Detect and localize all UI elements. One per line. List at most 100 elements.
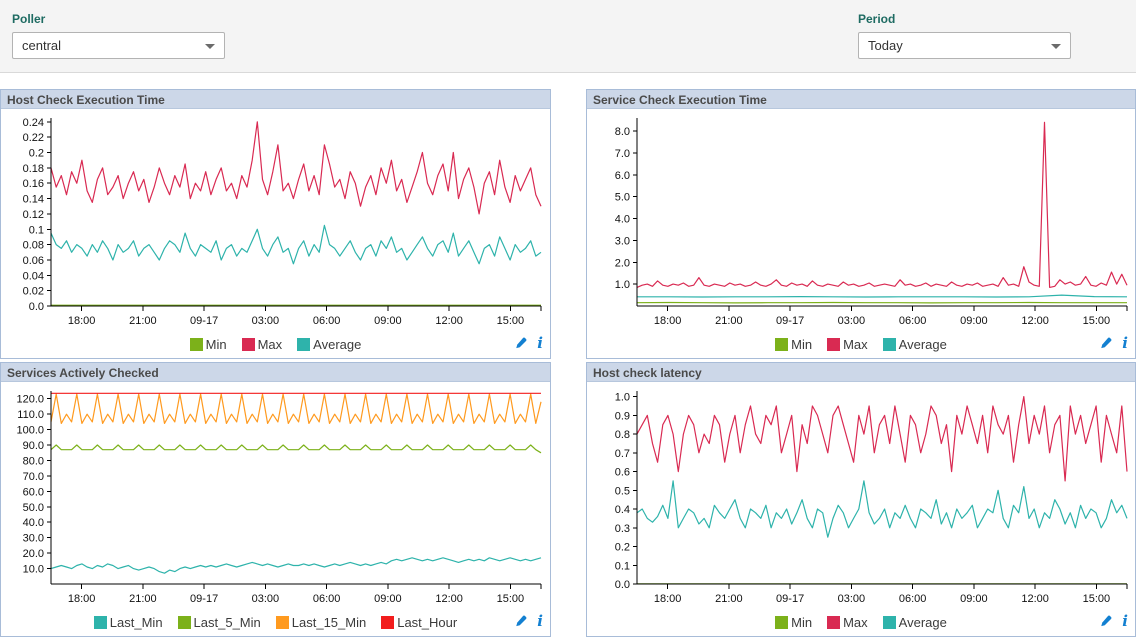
svg-text:1.0: 1.0	[615, 392, 630, 404]
svg-text:40.0: 40.0	[23, 517, 44, 529]
svg-text:0.5: 0.5	[615, 485, 630, 497]
svg-text:12:00: 12:00	[435, 593, 463, 605]
legend-label: Min	[791, 337, 813, 352]
legend-item-min[interactable]: Min	[189, 337, 227, 352]
chart-canvas[interactable]: 1.0 2.0 3.0 4.0 5.0 6.0 7.0 8.0 18:00 21:00 09-17 0…	[587, 109, 1135, 331]
legend-swatch	[93, 616, 107, 629]
svg-text:03:00: 03:00	[252, 593, 280, 605]
edit-pencil-icon[interactable]	[1099, 336, 1113, 350]
svg-text:06:00: 06:00	[899, 593, 927, 605]
svg-text:0.8: 0.8	[615, 429, 630, 441]
panel-icons: i	[1099, 612, 1128, 630]
poller-filter-group: Poller central	[12, 12, 225, 59]
chart-canvas[interactable]: 0.0 0.02 0.04 0.06 0.08 0.1 0.12 0.14 0.16 0.18 0.…	[1, 109, 549, 331]
legend-label: Max	[257, 337, 283, 352]
svg-text:10.0: 10.0	[23, 564, 44, 576]
svg-text:0.06: 0.06	[23, 255, 44, 267]
legend-swatch	[275, 616, 289, 629]
svg-text:09-17: 09-17	[776, 315, 804, 327]
edit-pencil-icon[interactable]	[514, 336, 528, 350]
legend-label: Min	[791, 615, 813, 630]
svg-text:7.0: 7.0	[615, 148, 630, 160]
svg-text:0.9: 0.9	[615, 410, 630, 422]
charts-grid: Host Check Execution Time 0.0 0.02 0.04 0.0…	[0, 89, 1136, 637]
svg-text:21:00: 21:00	[129, 315, 157, 327]
panel-title: Services Actively Checked	[1, 363, 550, 382]
legend-items: Min Max Average	[189, 337, 361, 352]
svg-text:0.14: 0.14	[23, 194, 44, 206]
svg-text:4.0: 4.0	[615, 214, 630, 226]
svg-text:06:00: 06:00	[313, 593, 341, 605]
legend-swatch	[827, 616, 841, 629]
legend-item-min[interactable]: Min	[775, 615, 812, 630]
svg-text:09-17: 09-17	[190, 315, 218, 327]
svg-text:09-17: 09-17	[190, 593, 218, 605]
legend-items: Min Max Average	[775, 615, 947, 630]
svg-text:0.2: 0.2	[29, 148, 44, 160]
svg-text:18:00: 18:00	[68, 593, 96, 605]
legend-swatch	[241, 338, 255, 351]
legend-label: Max	[843, 615, 868, 630]
svg-text:0.12: 0.12	[23, 209, 44, 221]
svg-text:0.22: 0.22	[23, 132, 44, 144]
legend-item-last_15_min[interactable]: Last_15_Min	[275, 615, 367, 630]
edit-pencil-icon[interactable]	[514, 614, 528, 628]
chart-canvas[interactable]: 0.0 0.1 0.2 0.3 0.4 0.5 0.6 0.7 0.8 0.9 1.0 18:00 21…	[587, 382, 1135, 609]
legend-label: Last_5_Min	[193, 615, 261, 630]
svg-text:0.1: 0.1	[615, 560, 630, 572]
legend-item-max[interactable]: Max	[827, 615, 868, 630]
legend-item-average[interactable]: Average	[882, 337, 947, 352]
legend-row: Min Max Average i	[587, 331, 1135, 358]
panel-title: Host check latency	[587, 363, 1135, 382]
legend-label: Last_Min	[109, 615, 163, 630]
legend-swatch	[297, 338, 311, 351]
legend-item-last_hour[interactable]: Last_Hour	[381, 615, 457, 630]
svg-text:09-17: 09-17	[776, 593, 804, 605]
legend-swatch	[775, 616, 789, 629]
legend-label: Average	[898, 615, 947, 630]
svg-text:20.0: 20.0	[23, 548, 44, 560]
svg-text:1.0: 1.0	[615, 279, 630, 291]
legend-row: Min Max Average i	[1, 331, 550, 358]
svg-text:100.0: 100.0	[16, 425, 44, 437]
chevron-down-icon	[205, 44, 215, 49]
info-icon[interactable]: i	[537, 334, 543, 352]
svg-text:18:00: 18:00	[654, 315, 682, 327]
legend-items: Last_Min Last_5_Min Last_15_Min Last_Hour	[93, 615, 457, 630]
legend-item-average[interactable]: Average	[297, 337, 361, 352]
svg-text:09:00: 09:00	[960, 593, 988, 605]
legend-item-average[interactable]: Average	[882, 615, 947, 630]
legend-item-last_5_min[interactable]: Last_5_Min	[177, 615, 261, 630]
panel-title: Host Check Execution Time	[1, 90, 550, 109]
poller-select[interactable]: central	[12, 32, 225, 59]
panel-title: Service Check Execution Time	[587, 90, 1135, 109]
svg-text:03:00: 03:00	[838, 593, 866, 605]
period-select[interactable]: Today	[858, 32, 1071, 59]
legend-items: Min Max Average	[775, 337, 947, 352]
legend-label: Min	[205, 337, 227, 352]
svg-text:09:00: 09:00	[374, 315, 402, 327]
legend-label: Last_15_Min	[291, 615, 367, 630]
info-icon[interactable]: i	[1122, 334, 1128, 352]
panel-icons: i	[514, 334, 543, 352]
svg-text:0.16: 0.16	[23, 178, 44, 190]
edit-pencil-icon[interactable]	[1099, 614, 1113, 628]
chart-canvas[interactable]: 10.0 20.0 30.0 40.0 50.0 60.0 70.0 80.0 90.0 100.…	[1, 382, 549, 609]
panel-services-actively-checked: Services Actively Checked 10.0 20.0 30.0 40…	[0, 362, 551, 637]
info-icon[interactable]: i	[537, 612, 543, 630]
filter-bar: Poller central Period Today	[0, 0, 1136, 73]
legend-item-max[interactable]: Max	[827, 337, 868, 352]
legend-label: Average	[898, 337, 947, 352]
legend-item-min[interactable]: Min	[775, 337, 812, 352]
svg-text:21:00: 21:00	[715, 593, 743, 605]
info-icon[interactable]: i	[1122, 612, 1128, 630]
legend-item-last_min[interactable]: Last_Min	[93, 615, 163, 630]
poller-selected-value: central	[22, 38, 62, 53]
legend-item-max[interactable]: Max	[241, 337, 283, 352]
svg-text:0.24: 0.24	[23, 117, 44, 129]
svg-text:0.04: 0.04	[23, 270, 44, 282]
svg-text:12:00: 12:00	[1021, 593, 1049, 605]
svg-text:5.0: 5.0	[615, 192, 630, 204]
period-filter-group: Period Today	[858, 12, 1071, 59]
legend-label: Max	[843, 337, 868, 352]
